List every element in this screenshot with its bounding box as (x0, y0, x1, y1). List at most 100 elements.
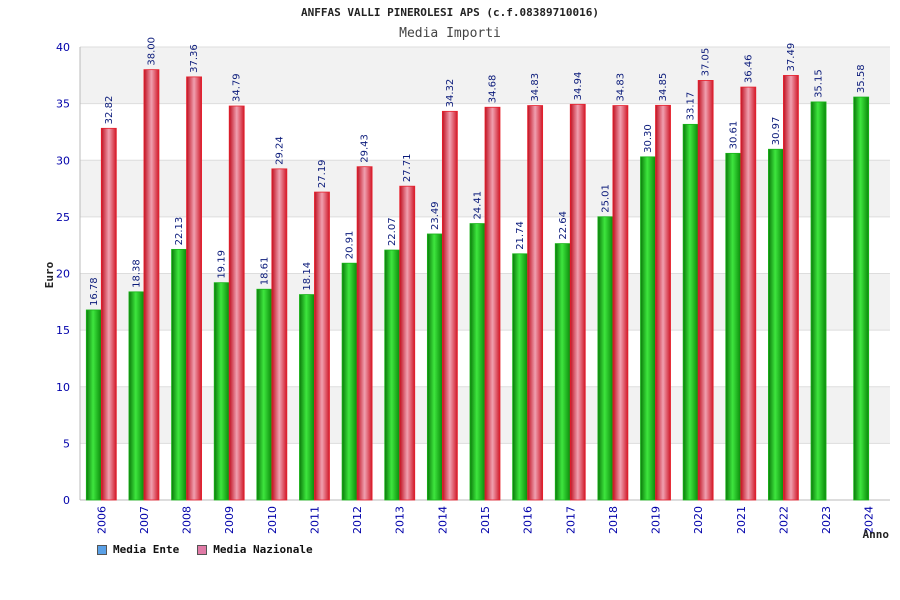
value-label-ente: 18.14 (302, 262, 313, 291)
value-label-ente: 22.07 (387, 217, 398, 246)
value-label-nazionale: 34.68 (488, 75, 499, 104)
value-label-ente: 24.41 (473, 191, 484, 220)
y-tick-label: 40 (56, 41, 70, 54)
bar-ente (554, 243, 571, 501)
value-label-ente: 22.64 (558, 211, 569, 240)
value-label-ente: 20.91 (345, 231, 356, 260)
bar-nazionale (100, 127, 117, 501)
y-tick-label: 35 (56, 98, 70, 111)
bar-ente (640, 156, 656, 501)
bar-ente (128, 291, 145, 501)
x-tick-label: 2019 (650, 506, 663, 534)
value-label-nazionale: 34.83 (530, 73, 541, 102)
x-tick-label: 2006 (95, 506, 108, 534)
x-tick-label: 2024 (863, 506, 876, 534)
value-label-nazionale: 38.00 (146, 37, 157, 66)
value-label-nazionale: 27.19 (317, 159, 328, 188)
y-tick-label: 0 (63, 494, 70, 507)
value-label-nazionale: 34.94 (573, 72, 584, 101)
bar-ente (256, 288, 273, 501)
bar-nazionale (484, 106, 501, 501)
y-axis-title: Euro (43, 261, 56, 288)
chart-subtitle: Media Importi (399, 26, 501, 41)
legend-item-nazionale: Media Nazionale (197, 543, 313, 556)
chart-title: ANFFAS VALLI PINEROLESI APS (c.f.0838971… (300, 6, 599, 19)
x-tick-label: 2018 (607, 506, 620, 534)
legend: Media Ente Media Nazionale (97, 543, 313, 556)
value-label-nazionale: 34.85 (658, 73, 669, 102)
x-tick-label: 2016 (522, 506, 535, 534)
value-label-ente: 30.30 (643, 124, 654, 153)
value-label-ente: 33.17 (686, 92, 697, 121)
value-label-nazionale: 37.36 (189, 44, 200, 73)
x-tick-label: 2008 (181, 506, 194, 534)
value-label-nazionale: 37.49 (786, 43, 797, 72)
bar-ente (512, 253, 529, 501)
x-tick-label: 2011 (308, 506, 321, 534)
value-label-ente: 30.97 (771, 117, 782, 146)
bar-nazionale (271, 168, 288, 501)
x-tick-label: 2022 (777, 506, 790, 534)
bar-nazionale (655, 104, 671, 501)
bar-ente (341, 262, 358, 501)
value-label-ente: 16.78 (89, 277, 100, 306)
bar-nazionale (441, 110, 458, 501)
bar-ente (810, 101, 827, 501)
x-tick-label: 2010 (266, 506, 279, 534)
value-label-nazionale: 34.83 (615, 73, 626, 102)
bar-ente (853, 96, 870, 501)
bar-ente (384, 249, 401, 501)
bar-ente (469, 223, 486, 501)
y-tick-label: 5 (63, 437, 70, 450)
value-label-nazionale: 34.32 (445, 79, 456, 108)
value-label-nazionale: 37.05 (701, 48, 712, 77)
x-tick-label: 2014 (436, 506, 449, 534)
legend-label-nazionale: Media Nazionale (213, 543, 313, 556)
legend-swatch-ente (97, 544, 107, 555)
bar-ente (426, 233, 443, 501)
bar-ente (299, 294, 315, 501)
bar-ente (171, 248, 187, 501)
legend-item-ente: Media Ente (97, 543, 179, 556)
bar-nazionale (356, 166, 373, 501)
bar-nazionale (740, 86, 757, 501)
value-label-nazionale: 36.46 (743, 54, 754, 83)
x-tick-label: 2023 (820, 506, 833, 534)
bar-nazionale (527, 105, 544, 501)
bar-ente (725, 152, 742, 501)
x-axis-title: Anno (863, 528, 890, 541)
value-label-ente: 25.01 (600, 184, 611, 213)
value-label-ente: 18.61 (259, 257, 270, 286)
value-label-nazionale: 29.24 (274, 136, 285, 165)
x-tick-label: 2009 (223, 506, 236, 534)
value-label-nazionale: 27.71 (402, 154, 413, 183)
value-label-nazionale: 29.43 (360, 134, 371, 163)
y-tick-label: 10 (56, 381, 70, 394)
value-label-nazionale: 32.82 (104, 96, 115, 125)
x-tick-label: 2012 (351, 506, 364, 534)
bar-nazionale (399, 185, 416, 501)
bar-ente (85, 309, 102, 501)
value-label-ente: 21.74 (515, 221, 526, 250)
bar-nazionale (228, 105, 245, 501)
x-tick-label: 2020 (692, 506, 705, 534)
bar-nazionale (186, 76, 202, 501)
bar-ente (597, 216, 614, 501)
x-tick-label: 2013 (394, 506, 407, 534)
legend-label-ente: Media Ente (113, 543, 180, 556)
value-label-ente: 35.58 (856, 64, 867, 93)
bar-ente (213, 282, 230, 501)
y-tick-label: 15 (56, 324, 70, 337)
y-tick-label: 30 (56, 154, 70, 167)
value-label-ente: 35.15 (814, 69, 825, 98)
bar-ente (768, 148, 784, 501)
y-tick-label: 20 (56, 268, 70, 281)
bar-nazionale (783, 75, 799, 501)
x-tick-label: 2017 (564, 506, 577, 534)
bar-nazionale (697, 80, 714, 501)
y-tick-label: 25 (56, 211, 70, 224)
value-label-ente: 18.38 (131, 259, 142, 288)
bar-nazionale (314, 191, 330, 501)
bar-nazionale (143, 69, 160, 501)
